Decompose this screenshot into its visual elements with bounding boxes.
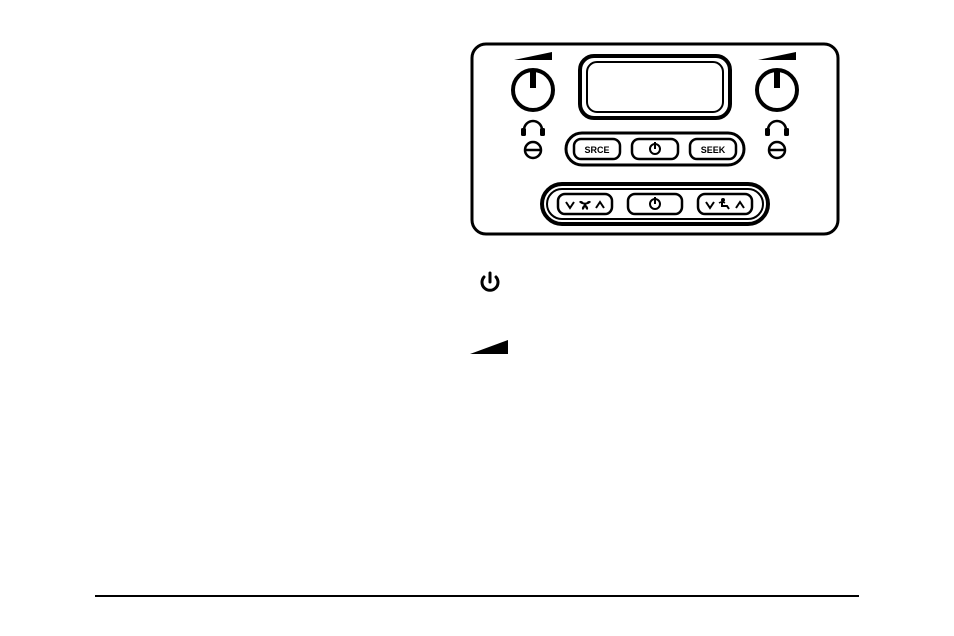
seek-button-label: SEEK	[701, 145, 726, 155]
page-divider	[95, 595, 859, 597]
left-jack-icon	[525, 142, 541, 158]
display-screen	[580, 56, 730, 118]
control-panel-diagram: SRCE SEEK	[470, 38, 840, 238]
lower-button-row	[542, 184, 768, 224]
seek-button: SEEK	[690, 139, 736, 159]
upper-power-button	[632, 139, 678, 159]
srce-button: SRCE	[574, 139, 620, 159]
standalone-volume-wedge-icon	[470, 340, 508, 356]
standalone-power-icon	[478, 270, 502, 294]
srce-button-label: SRCE	[584, 145, 609, 155]
right-knob-pointer	[774, 72, 780, 88]
left-knob-pointer	[530, 72, 536, 88]
upper-button-row: SRCE SEEK	[566, 133, 744, 165]
fan-button	[558, 194, 612, 214]
right-jack-icon	[769, 142, 785, 158]
airflow-button	[698, 194, 752, 214]
lower-power-button	[628, 194, 682, 214]
